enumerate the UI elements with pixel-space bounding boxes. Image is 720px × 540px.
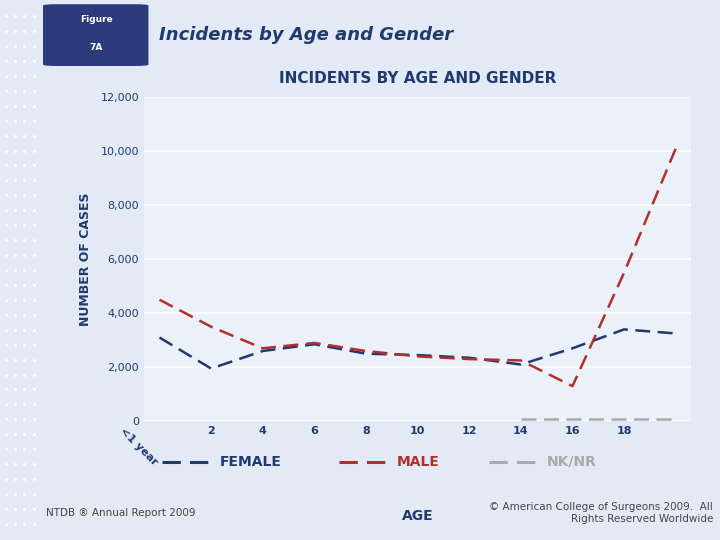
Text: 7A: 7A — [89, 43, 103, 52]
X-axis label: AGE: AGE — [402, 509, 433, 523]
Text: © American College of Surgeons 2009.  All
Rights Reserved Worldwide: © American College of Surgeons 2009. All… — [490, 502, 714, 524]
Y-axis label: NUMBER OF CASES: NUMBER OF CASES — [79, 192, 92, 326]
Text: NK/NR: NK/NR — [546, 455, 596, 469]
Text: MALE: MALE — [397, 455, 440, 469]
Title: INCIDENTS BY AGE AND GENDER: INCIDENTS BY AGE AND GENDER — [279, 71, 557, 86]
Text: Incidents by Age and Gender: Incidents by Age and Gender — [158, 26, 453, 44]
Text: Figure: Figure — [80, 15, 112, 24]
FancyBboxPatch shape — [43, 4, 148, 66]
Text: NTDB ® Annual Report 2009: NTDB ® Annual Report 2009 — [46, 508, 196, 518]
Text: FEMALE: FEMALE — [220, 455, 282, 469]
